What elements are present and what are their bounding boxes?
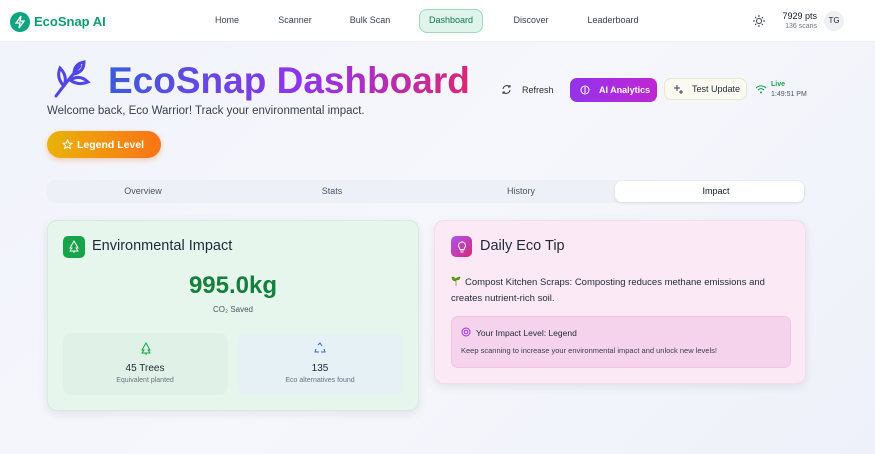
level-title: Your Impact Level: Legend: [476, 328, 577, 338]
impact-icon: [63, 236, 85, 258]
tab[interactable]: Stats: [321, 186, 343, 196]
sparkle-icon: [674, 85, 683, 94]
nav-link[interactable]: Bulk Scan: [349, 15, 391, 25]
brand-icon: [10, 12, 30, 32]
active-link-bg: [419, 9, 483, 33]
tip-icon: [451, 236, 472, 257]
level-badge: [47, 131, 161, 158]
nav-link[interactable]: Home: [214, 15, 240, 25]
impact-label: CO₂ Saved: [212, 305, 254, 314]
target-icon: [461, 327, 471, 337]
level-box: [451, 316, 791, 368]
nav-link[interactable]: Leaderboard: [587, 15, 639, 25]
test-button[interactable]: [664, 78, 747, 100]
brand[interactable]: EcoSnap AI: [34, 14, 106, 29]
stat-label: Eco alternatives found: [285, 377, 355, 384]
star-icon: [62, 139, 73, 150]
stat-value: 45 Trees: [125, 363, 165, 374]
active-tab: [615, 181, 804, 202]
analytics-label[interactable]: AI Analytics: [599, 85, 651, 95]
nav-link[interactable]: Dashboard: [428, 15, 474, 25]
tab[interactable]: Overview: [124, 186, 162, 196]
avatar[interactable]: TG: [824, 11, 844, 31]
leaf-icon: [54, 60, 91, 98]
badge-text: Legend Level: [77, 139, 145, 151]
theme-toggle[interactable]: [753, 15, 765, 27]
refresh-button[interactable]: Refresh: [522, 85, 554, 95]
live: Live: [771, 81, 786, 88]
tree-icon: [69, 240, 79, 253]
recycle-icon: [314, 342, 326, 353]
title: EcoSnap Dashboard: [108, 60, 470, 101]
card-title: Environmental Impact: [92, 238, 233, 254]
bulb-icon: [458, 241, 466, 253]
test-label[interactable]: Test Update: [692, 84, 741, 94]
level-text: Keep scanning to increase your environme…: [461, 346, 717, 355]
refresh-icon[interactable]: [501, 84, 512, 95]
stat-value: 135: [311, 363, 329, 374]
nav-link[interactable]: Scanner: [278, 15, 312, 25]
nav-link[interactable]: Discover: [513, 15, 549, 25]
subtitle: Welcome back, Eco Warrior! Track your en…: [47, 105, 365, 117]
impact-value: 995.0kg: [188, 272, 278, 299]
points: 7929 pts: [782, 11, 817, 21]
seedling-icon: [451, 276, 461, 286]
wifi-icon: [755, 85, 767, 94]
analytics-icon: [580, 85, 590, 95]
time: 1:49:51 PM: [771, 91, 807, 98]
tab[interactable]: History: [506, 186, 536, 196]
scans: 136 scans: [785, 23, 817, 30]
tab[interactable]: Impact: [702, 186, 730, 196]
card-title: Daily Eco Tip: [480, 238, 565, 254]
tree-icon: [141, 342, 151, 355]
stat-label: Equivalent planted: [116, 377, 174, 384]
tip-text: Compost Kitchen Scraps: Composting reduc…: [451, 277, 765, 304]
